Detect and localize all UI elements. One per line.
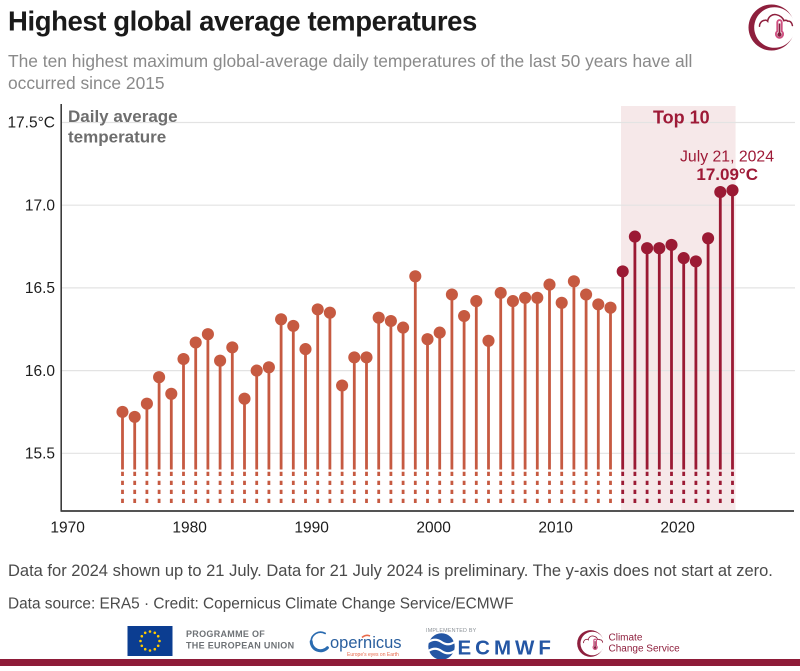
svg-text:THE EUROPEAN UNION: THE EUROPEAN UNION <box>186 641 294 651</box>
svg-text:Top 10: Top 10 <box>653 107 710 127</box>
svg-text:July 21, 2024: July 21, 2024 <box>680 149 774 166</box>
svg-text:PROGRAMME OF: PROGRAMME OF <box>186 629 265 639</box>
svg-text:17.5°C: 17.5°C <box>7 115 55 132</box>
svg-text:16.5: 16.5 <box>25 280 55 297</box>
svg-text:IMPLEMENTED BY: IMPLEMENTED BY <box>426 628 477 634</box>
svg-text:Europe's eyes on Earth: Europe's eyes on Earth <box>347 652 399 658</box>
svg-text:17.0: 17.0 <box>25 197 56 214</box>
svg-text:ECMWF: ECMWF <box>458 637 555 660</box>
svg-text:Data for 2024 shown up to 21 J: Data for 2024 shown up to 21 July. Data … <box>8 562 773 580</box>
svg-text:2000: 2000 <box>416 520 451 537</box>
svg-text:opernicus: opernicus <box>330 634 402 652</box>
svg-text:Highest global average tempera: Highest global average temperatures <box>8 6 477 37</box>
svg-text:17.09°C: 17.09°C <box>696 165 758 184</box>
svg-text:1970: 1970 <box>50 520 85 537</box>
svg-text:temperature: temperature <box>68 127 166 146</box>
svg-text:Daily average: Daily average <box>68 107 178 126</box>
svg-text:15.5: 15.5 <box>25 446 55 463</box>
svg-text:Data source: ERA5 · Credit: Co: Data source: ERA5 · Credit: Copernicus C… <box>8 596 514 613</box>
svg-text:occurred since 2015: occurred since 2015 <box>8 73 165 93</box>
svg-text:The ten highest maximum global: The ten highest maximum global-average d… <box>8 51 692 71</box>
svg-text:2020: 2020 <box>660 520 695 537</box>
svg-text:Climate: Climate <box>609 633 643 644</box>
svg-text:Change Service: Change Service <box>609 644 681 655</box>
svg-text:1990: 1990 <box>294 520 329 537</box>
svg-text:2010: 2010 <box>538 520 573 537</box>
svg-text:1980: 1980 <box>172 520 207 537</box>
svg-text:16.0: 16.0 <box>25 363 56 380</box>
